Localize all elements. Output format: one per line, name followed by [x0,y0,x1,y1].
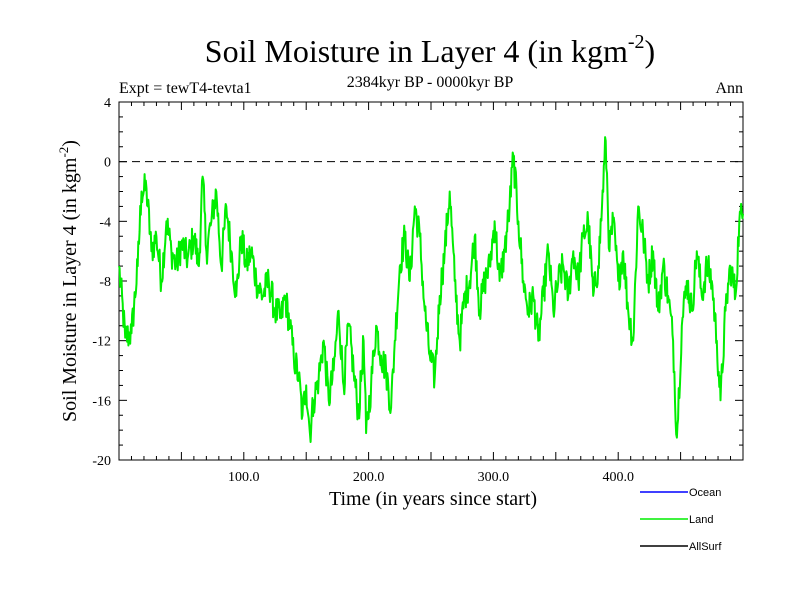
land-series-line [118,136,744,443]
legend-ocean-label: Ocean [689,487,721,499]
y-tick-label: -8 [99,275,111,290]
y-tick-label: -4 [99,215,111,230]
x-tick-label: 100.0 [228,470,260,485]
x-tick-label: 300.0 [478,470,510,485]
x-axis-label: Time (in years since start) [329,488,537,510]
y-tick-label: 0 [104,156,111,171]
y-tick-label: -20 [92,454,111,469]
y-tick-label: -16 [92,394,111,409]
legend-land-label: Land [689,514,713,526]
y-axis-ticks: 4 0 -4 -8 -12 -16 -20 [92,96,743,469]
x-tick-label: 400.0 [602,470,634,485]
legend-allsurf-label: AllSurf [689,541,722,553]
x-tick-label: 200.0 [353,470,385,485]
y-tick-label: 4 [104,96,111,111]
experiment-label: Expt = tewT4-tevta1 [119,80,252,97]
y-axis-label: Soil Moisture in Layer 4 (in kgm-2) [56,140,81,422]
date-range-label: 2384kyr BP - 0000kyr BP [347,74,514,91]
x-axis-ticks: 100.0 200.0 300.0 400.0 [130,102,732,485]
legend: Ocean Land AllSurf [640,487,722,553]
season-label: Ann [715,80,743,97]
chart-title: Soil Moisture in Layer 4 (in kgm-2) [205,31,655,69]
y-tick-label: -12 [92,335,111,350]
